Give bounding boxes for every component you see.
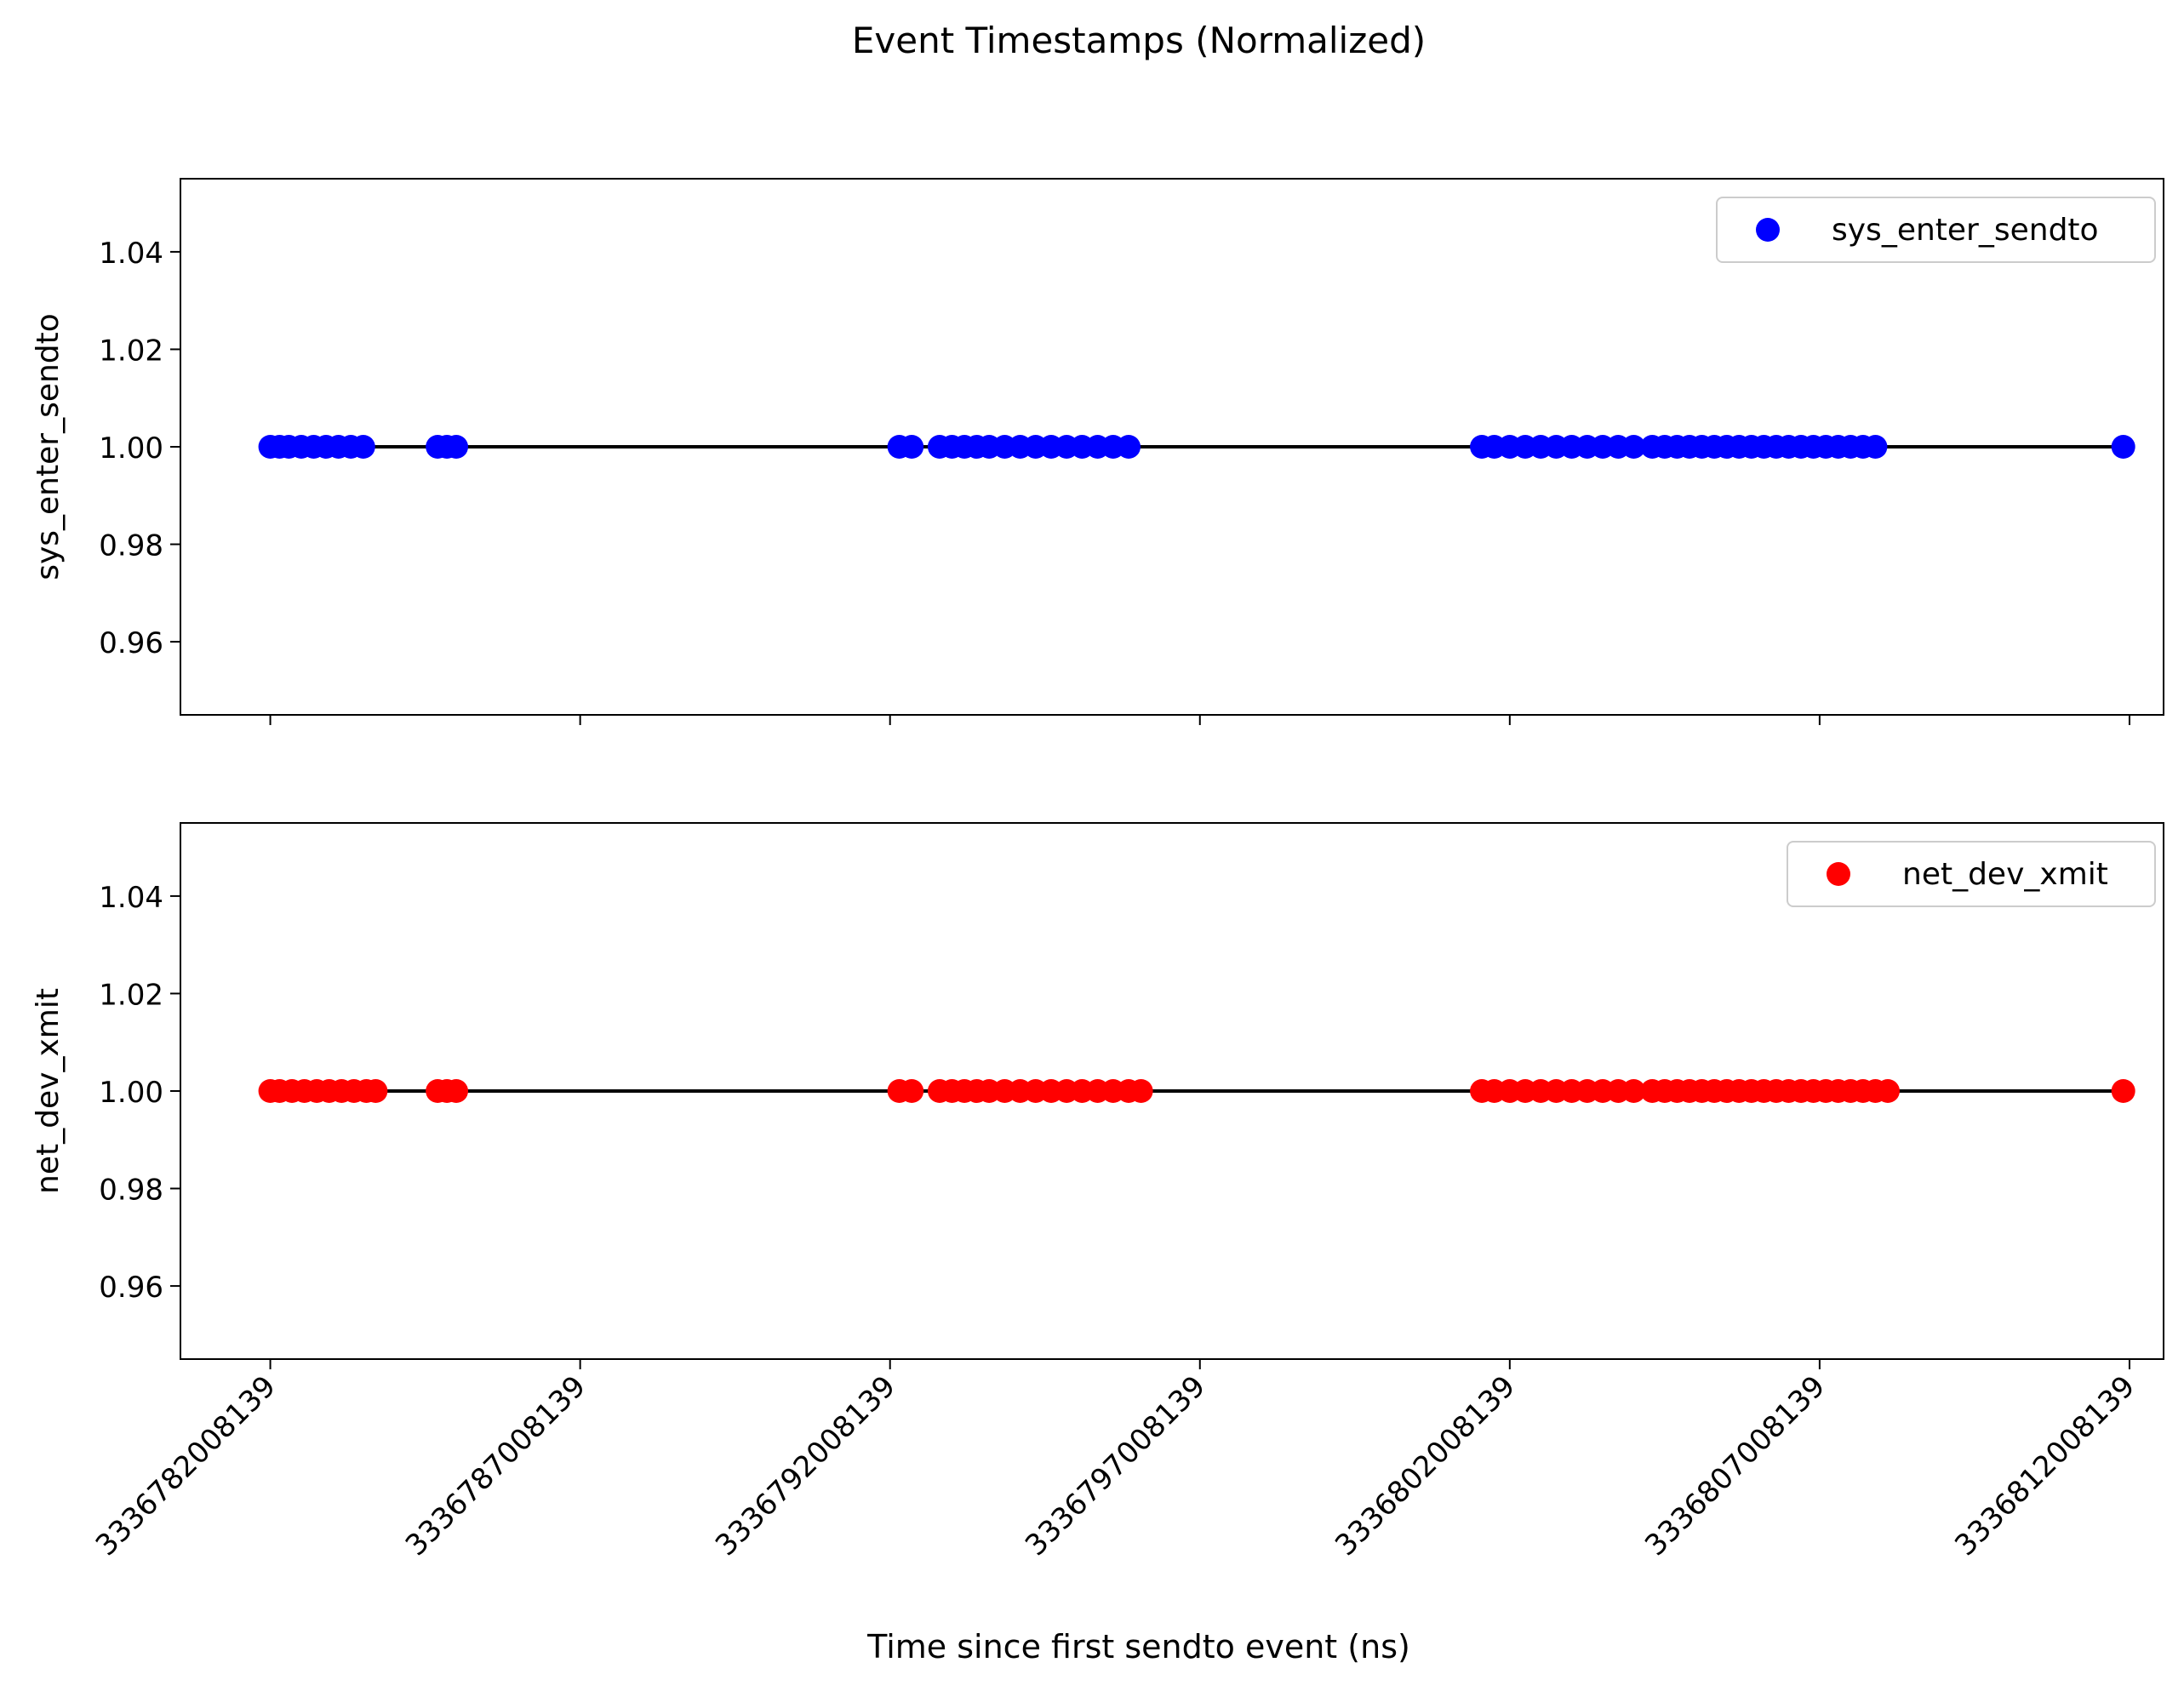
y-tick-label: 1.04 [99, 237, 163, 271]
y-tick-label: 0.96 [99, 1271, 163, 1305]
axes-frame [180, 822, 2164, 1360]
axes-frame [180, 178, 2164, 716]
data-point [351, 435, 375, 459]
x-axis-label: Time since first sendto event (ns) [866, 1628, 1410, 1665]
y-tick-label: 0.98 [99, 1174, 163, 1208]
data-point [1863, 435, 1888, 459]
y-tick-label: 1.00 [99, 431, 163, 466]
legend-marker [1827, 862, 1850, 886]
legend-marker [1756, 218, 1780, 242]
legend-box [1787, 841, 2156, 907]
data-point [1875, 1079, 1900, 1103]
data-point [1129, 1079, 1153, 1103]
y-axis-label: sys_enter_sendto [31, 313, 66, 580]
data-point [444, 435, 469, 459]
legend-label: sys_enter_sendto [1832, 213, 2099, 248]
data-point [900, 435, 924, 459]
data-point [900, 1079, 924, 1103]
legend-box [1716, 197, 2156, 263]
data-point [444, 1079, 469, 1103]
data-point [2111, 1079, 2135, 1103]
legend: net_dev_xmit [1787, 841, 2156, 907]
data-point [1621, 435, 1646, 459]
y-tick-label: 1.00 [99, 1076, 163, 1110]
y-tick-label: 1.04 [99, 881, 163, 915]
data-point [1621, 1079, 1646, 1103]
legend-label: net_dev_xmit [1902, 857, 2108, 892]
y-tick-label: 0.98 [99, 529, 163, 563]
chart-panel-1: 0.96 0.98 1.00 1.02 1.04 sys_enter_sendto sys_… [31, 178, 2164, 725]
figure-title: Event Timestamps (Normalized) [852, 20, 1426, 61]
data-point [1117, 435, 1141, 459]
y-tick-label: 1.02 [99, 334, 163, 368]
data-point [363, 1079, 388, 1103]
legend: sys_enter_sendto [1716, 197, 2156, 263]
y-tick-label: 1.02 [99, 978, 163, 1012]
data-point [2111, 435, 2135, 459]
y-tick-label: 0.96 [99, 626, 163, 660]
y-axis-label: net_dev_xmit [31, 988, 66, 1194]
